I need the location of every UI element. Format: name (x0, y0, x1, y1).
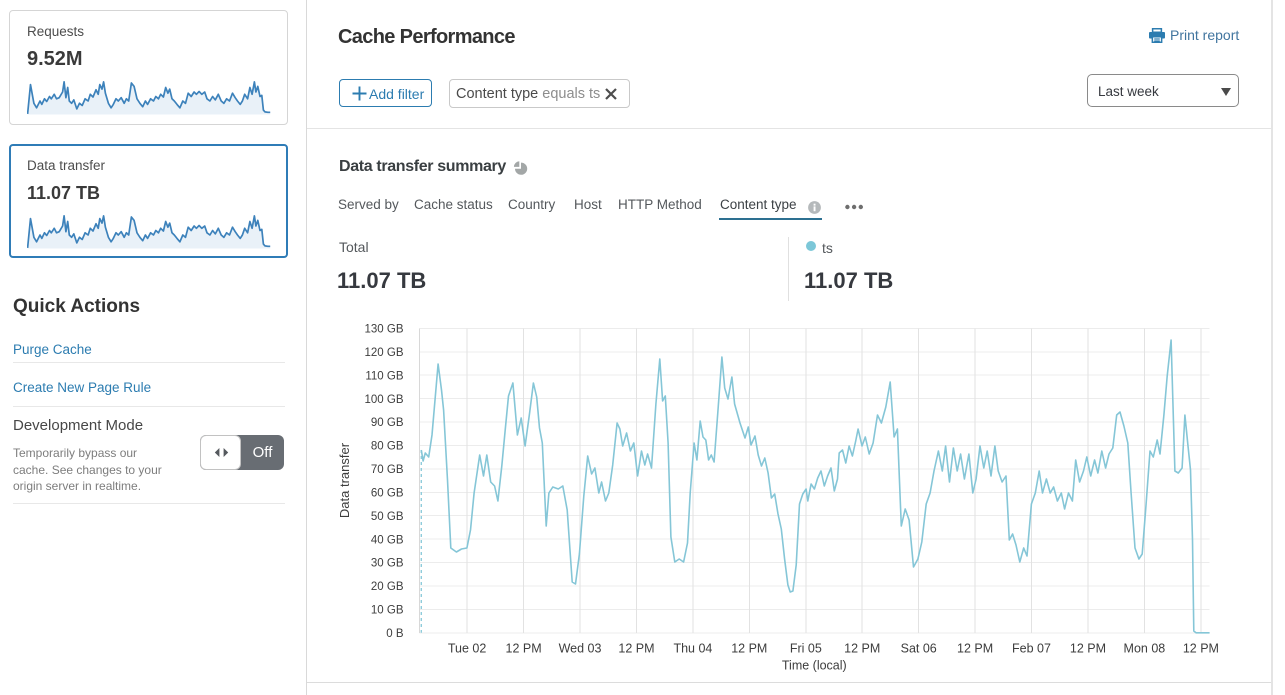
svg-text:Thu 04: Thu 04 (673, 642, 712, 656)
svg-text:12 PM: 12 PM (618, 642, 654, 656)
svg-text:12 PM: 12 PM (731, 642, 767, 656)
svg-text:50 GB: 50 GB (371, 511, 404, 523)
svg-text:40 GB: 40 GB (371, 534, 404, 546)
svg-text:Tue 02: Tue 02 (448, 642, 487, 656)
svg-text:0 B: 0 B (386, 628, 404, 640)
svg-text:120 GB: 120 GB (365, 347, 404, 359)
svg-text:12 PM: 12 PM (1183, 642, 1219, 656)
svg-text:70 GB: 70 GB (371, 464, 404, 476)
svg-text:Fri 05: Fri 05 (790, 642, 822, 656)
svg-text:Mon 08: Mon 08 (1124, 642, 1166, 656)
svg-text:12 PM: 12 PM (957, 642, 993, 656)
svg-text:20 GB: 20 GB (371, 581, 404, 593)
svg-text:110 GB: 110 GB (365, 370, 403, 382)
svg-text:10 GB: 10 GB (371, 605, 404, 617)
svg-text:12 PM: 12 PM (1070, 642, 1106, 656)
svg-text:30 GB: 30 GB (371, 558, 404, 570)
svg-text:90 GB: 90 GB (371, 417, 404, 429)
svg-text:100 GB: 100 GB (365, 394, 404, 406)
svg-text:60 GB: 60 GB (371, 488, 404, 500)
svg-text:Data transfer: Data transfer (337, 442, 352, 518)
svg-text:Sat 06: Sat 06 (901, 642, 937, 656)
svg-text:Wed 03: Wed 03 (559, 642, 602, 656)
svg-text:Time (local): Time (local) (782, 659, 847, 673)
svg-text:80 GB: 80 GB (371, 441, 404, 453)
svg-text:130 GB: 130 GB (365, 324, 404, 336)
svg-text:12 PM: 12 PM (844, 642, 880, 656)
svg-text:12 PM: 12 PM (506, 642, 542, 656)
svg-text:Feb 07: Feb 07 (1012, 642, 1051, 656)
